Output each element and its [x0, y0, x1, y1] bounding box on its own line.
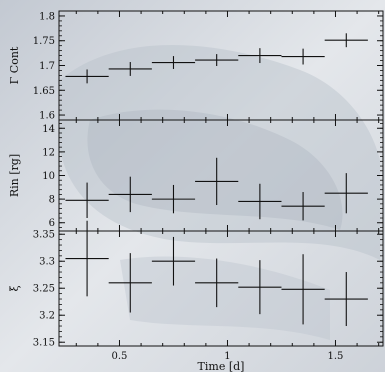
data-point [108, 253, 152, 313]
x-tick-label: 1.5 [328, 351, 344, 362]
data-point [195, 157, 239, 206]
y-tick-label: 3.35 [33, 230, 55, 241]
data-point [281, 254, 325, 325]
y-tick-label: 1.7 [39, 61, 55, 72]
data-point [65, 220, 109, 297]
x-tick-label: 0.5 [112, 351, 128, 362]
y-axis-label: ξ [8, 285, 21, 291]
y-tick-label: 3.15 [33, 338, 55, 349]
panel-gamma-cont: 1.6 1.65 1.7 1.75 1.8 Γ Cont [8, 10, 384, 122]
y-tick-label: 1.8 [39, 11, 55, 22]
panel-frame [58, 10, 384, 121]
y-tick-label: 8 [49, 195, 55, 206]
data-point [65, 69, 109, 84]
data-point [108, 62, 152, 76]
data-point [324, 173, 368, 214]
data-point [324, 272, 368, 327]
y-tick-label: 12 [42, 147, 55, 158]
y-axis-label: Γ Cont [8, 46, 21, 84]
data-point [324, 33, 368, 48]
data-point [281, 192, 325, 221]
panel-frame [58, 230, 384, 347]
y-tick-label: 1.75 [33, 36, 55, 47]
data-point [108, 176, 152, 213]
y-tick-label: 3.25 [33, 284, 55, 295]
data-point [238, 48, 282, 64]
data-point [195, 258, 239, 308]
panel-rin: 6 8 10 12 14 Rin [rg] [8, 119, 384, 232]
data-point [238, 260, 282, 315]
y-tick-label: 14 [42, 124, 55, 135]
data-point [65, 182, 109, 219]
panel-xi: 3.15 3.2 3.25 3.3 3.35 0.5 1 1.5 ξ Time [d] [8, 220, 384, 372]
y-tick-label: 3.2 [39, 311, 55, 322]
x-axis-label: Time [d] [198, 360, 245, 372]
y-tick-label: 6 [49, 218, 55, 229]
panel-frame [58, 119, 384, 232]
data-point [195, 54, 239, 66]
data-point [281, 48, 325, 65]
y-tick-label: 10 [42, 171, 55, 182]
y-axis-label: Rin [rg] [8, 154, 21, 197]
y-tick-label: 1.65 [33, 86, 55, 97]
y-tick-label: 1.6 [39, 111, 55, 122]
y-tick-label: 3.3 [39, 257, 55, 268]
data-point [151, 184, 196, 214]
data-point [151, 236, 196, 286]
x-tick-label: 1 [224, 351, 230, 362]
data-point [151, 56, 196, 69]
data-point [238, 183, 282, 220]
